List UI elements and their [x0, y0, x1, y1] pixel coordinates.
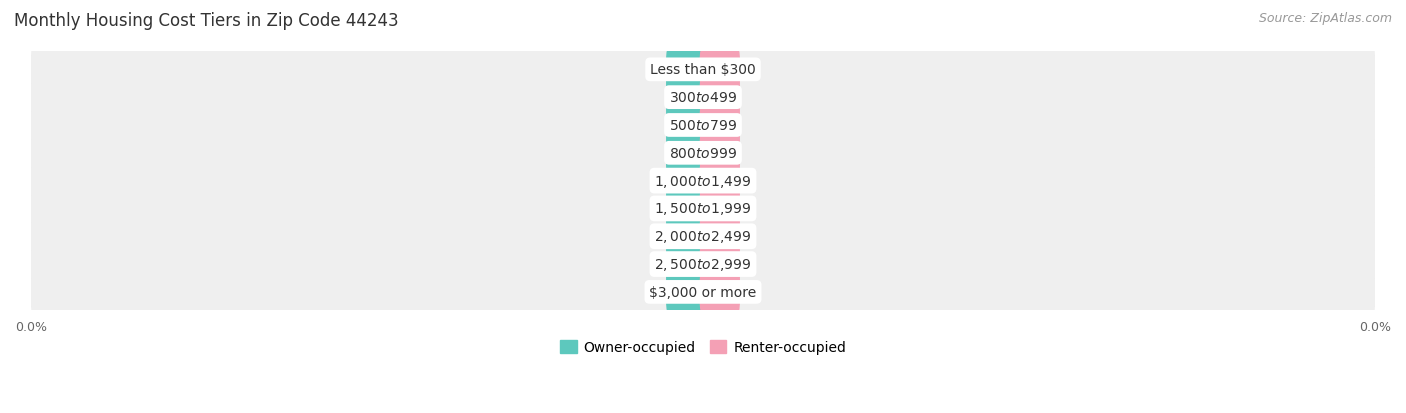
Text: 0.0%: 0.0%	[703, 286, 737, 299]
FancyBboxPatch shape	[666, 159, 706, 204]
FancyBboxPatch shape	[700, 242, 740, 287]
Text: 0.0%: 0.0%	[669, 202, 703, 216]
FancyBboxPatch shape	[666, 131, 706, 176]
Text: $3,000 or more: $3,000 or more	[650, 285, 756, 299]
FancyBboxPatch shape	[666, 103, 706, 148]
FancyBboxPatch shape	[666, 186, 706, 231]
Text: $500 to $799: $500 to $799	[669, 119, 737, 133]
Text: 0.0%: 0.0%	[703, 119, 737, 132]
FancyBboxPatch shape	[31, 239, 1375, 290]
FancyBboxPatch shape	[700, 103, 740, 148]
Text: 0.0%: 0.0%	[669, 286, 703, 299]
FancyBboxPatch shape	[31, 211, 1375, 262]
FancyBboxPatch shape	[31, 156, 1375, 206]
FancyBboxPatch shape	[31, 45, 1375, 95]
FancyBboxPatch shape	[700, 47, 740, 93]
Text: 0.0%: 0.0%	[703, 147, 737, 160]
FancyBboxPatch shape	[666, 47, 706, 93]
Text: 0.0%: 0.0%	[703, 202, 737, 216]
Text: Source: ZipAtlas.com: Source: ZipAtlas.com	[1258, 12, 1392, 25]
FancyBboxPatch shape	[31, 73, 1375, 123]
Text: 0.0%: 0.0%	[669, 258, 703, 271]
Text: 0.0%: 0.0%	[669, 147, 703, 160]
Text: $1,000 to $1,499: $1,000 to $1,499	[654, 173, 752, 189]
Text: $800 to $999: $800 to $999	[669, 147, 737, 160]
Text: 0.0%: 0.0%	[669, 91, 703, 104]
FancyBboxPatch shape	[666, 76, 706, 121]
Text: 0.0%: 0.0%	[703, 230, 737, 243]
FancyBboxPatch shape	[700, 159, 740, 204]
FancyBboxPatch shape	[31, 100, 1375, 151]
Text: 0.0%: 0.0%	[669, 175, 703, 188]
Text: 0.0%: 0.0%	[703, 91, 737, 104]
FancyBboxPatch shape	[31, 184, 1375, 234]
FancyBboxPatch shape	[700, 270, 740, 315]
Text: Monthly Housing Cost Tiers in Zip Code 44243: Monthly Housing Cost Tiers in Zip Code 4…	[14, 12, 399, 30]
FancyBboxPatch shape	[31, 128, 1375, 179]
Text: 0.0%: 0.0%	[669, 119, 703, 132]
Text: $2,000 to $2,499: $2,000 to $2,499	[654, 229, 752, 244]
Text: 0.0%: 0.0%	[703, 175, 737, 188]
FancyBboxPatch shape	[666, 214, 706, 259]
FancyBboxPatch shape	[666, 270, 706, 315]
Text: 0.0%: 0.0%	[703, 258, 737, 271]
Legend: Owner-occupied, Renter-occupied: Owner-occupied, Renter-occupied	[554, 335, 852, 360]
Text: 0.0%: 0.0%	[669, 230, 703, 243]
Text: Less than $300: Less than $300	[650, 63, 756, 77]
Text: $2,500 to $2,999: $2,500 to $2,999	[654, 256, 752, 273]
FancyBboxPatch shape	[700, 186, 740, 231]
FancyBboxPatch shape	[700, 131, 740, 176]
FancyBboxPatch shape	[700, 214, 740, 259]
Text: 0.0%: 0.0%	[703, 64, 737, 77]
FancyBboxPatch shape	[700, 76, 740, 121]
Text: $300 to $499: $300 to $499	[669, 91, 737, 105]
Text: 0.0%: 0.0%	[669, 64, 703, 77]
FancyBboxPatch shape	[31, 267, 1375, 318]
Text: $1,500 to $1,999: $1,500 to $1,999	[654, 201, 752, 217]
FancyBboxPatch shape	[666, 242, 706, 287]
